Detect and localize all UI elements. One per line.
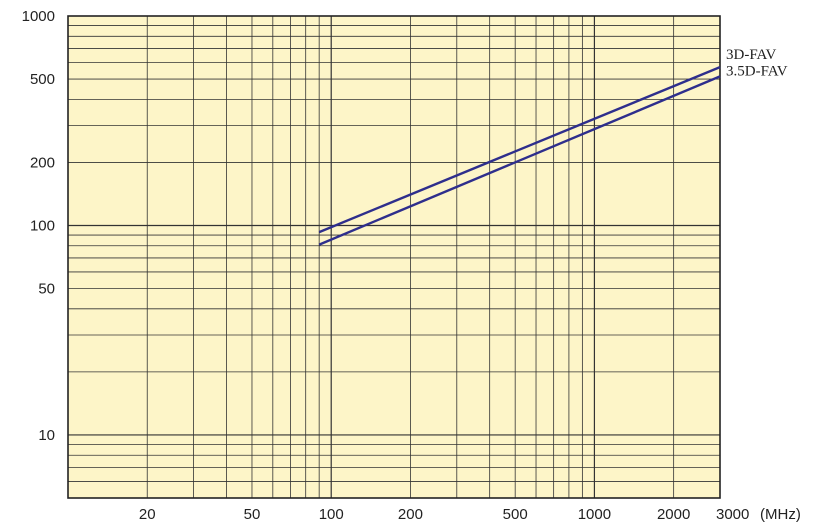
x-tick-label: 20 <box>139 506 156 523</box>
grid-lines <box>68 16 720 498</box>
x-axis-unit: (MHz) <box>760 506 801 523</box>
x-tick-label: 1000 <box>578 506 611 523</box>
series-label: 3.5D-FAV <box>726 63 788 79</box>
y-tick-label: 200 <box>30 154 55 171</box>
y-tick-label: 1000 <box>22 8 55 25</box>
plot-frame <box>67 15 721 499</box>
y-tick-labels: 10 50 100 200 500 1000 <box>22 8 55 444</box>
y-tick-label: 50 <box>38 281 55 298</box>
x-tick-label: 50 <box>244 506 261 523</box>
y-tick-label: 10 <box>38 427 55 444</box>
x-tick-label: 2000 <box>657 506 690 523</box>
series-group <box>318 65 721 246</box>
y-tick-label: 500 <box>30 71 55 88</box>
x-tick-label: 3000 <box>716 506 749 523</box>
series-line <box>318 65 721 234</box>
x-tick-labels: 20 50 100 200 500 1000 2000 3000 <box>139 506 749 523</box>
plot-background <box>68 16 720 498</box>
x-tick-label: 100 <box>319 506 344 523</box>
series-label: 3D-FAV <box>726 47 776 63</box>
series-line <box>318 75 721 246</box>
y-tick-label: 100 <box>30 217 55 234</box>
x-tick-label: 500 <box>503 506 528 523</box>
x-tick-label: 200 <box>398 506 423 523</box>
